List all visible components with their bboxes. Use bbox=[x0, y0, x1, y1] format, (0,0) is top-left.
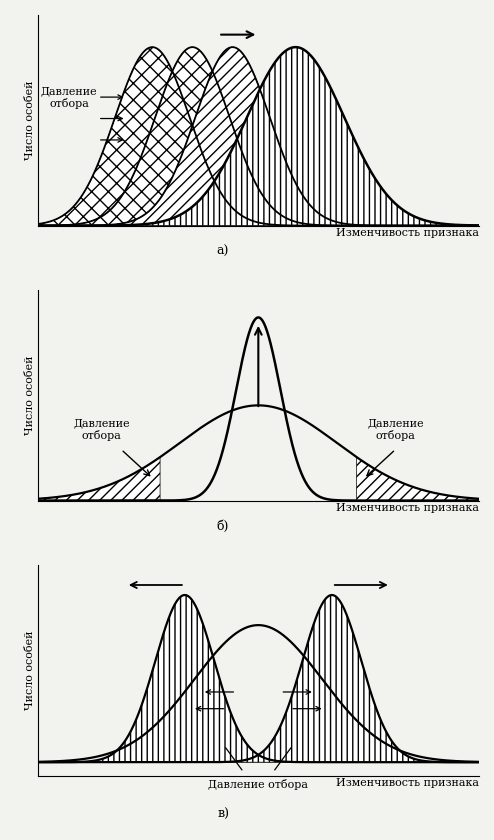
Y-axis label: Число особей: Число особей bbox=[25, 355, 35, 435]
Text: б): б) bbox=[217, 520, 229, 533]
Text: Давление
отбора: Давление отбора bbox=[73, 418, 130, 441]
X-axis label: Изменчивость признака: Изменчивость признака bbox=[336, 228, 479, 239]
Text: Давление
отбора: Давление отбора bbox=[368, 418, 424, 441]
Text: в): в) bbox=[217, 808, 229, 821]
Text: Давление
отбора: Давление отбора bbox=[41, 87, 97, 109]
X-axis label: Изменчивость признака: Изменчивость признака bbox=[336, 503, 479, 513]
Text: Давление отбора: Давление отбора bbox=[208, 779, 308, 790]
Y-axis label: Число особей: Число особей bbox=[25, 631, 35, 710]
X-axis label: Изменчивость признака: Изменчивость признака bbox=[336, 779, 479, 788]
Text: а): а) bbox=[217, 245, 229, 258]
Y-axis label: Число особей: Число особей bbox=[25, 81, 35, 160]
